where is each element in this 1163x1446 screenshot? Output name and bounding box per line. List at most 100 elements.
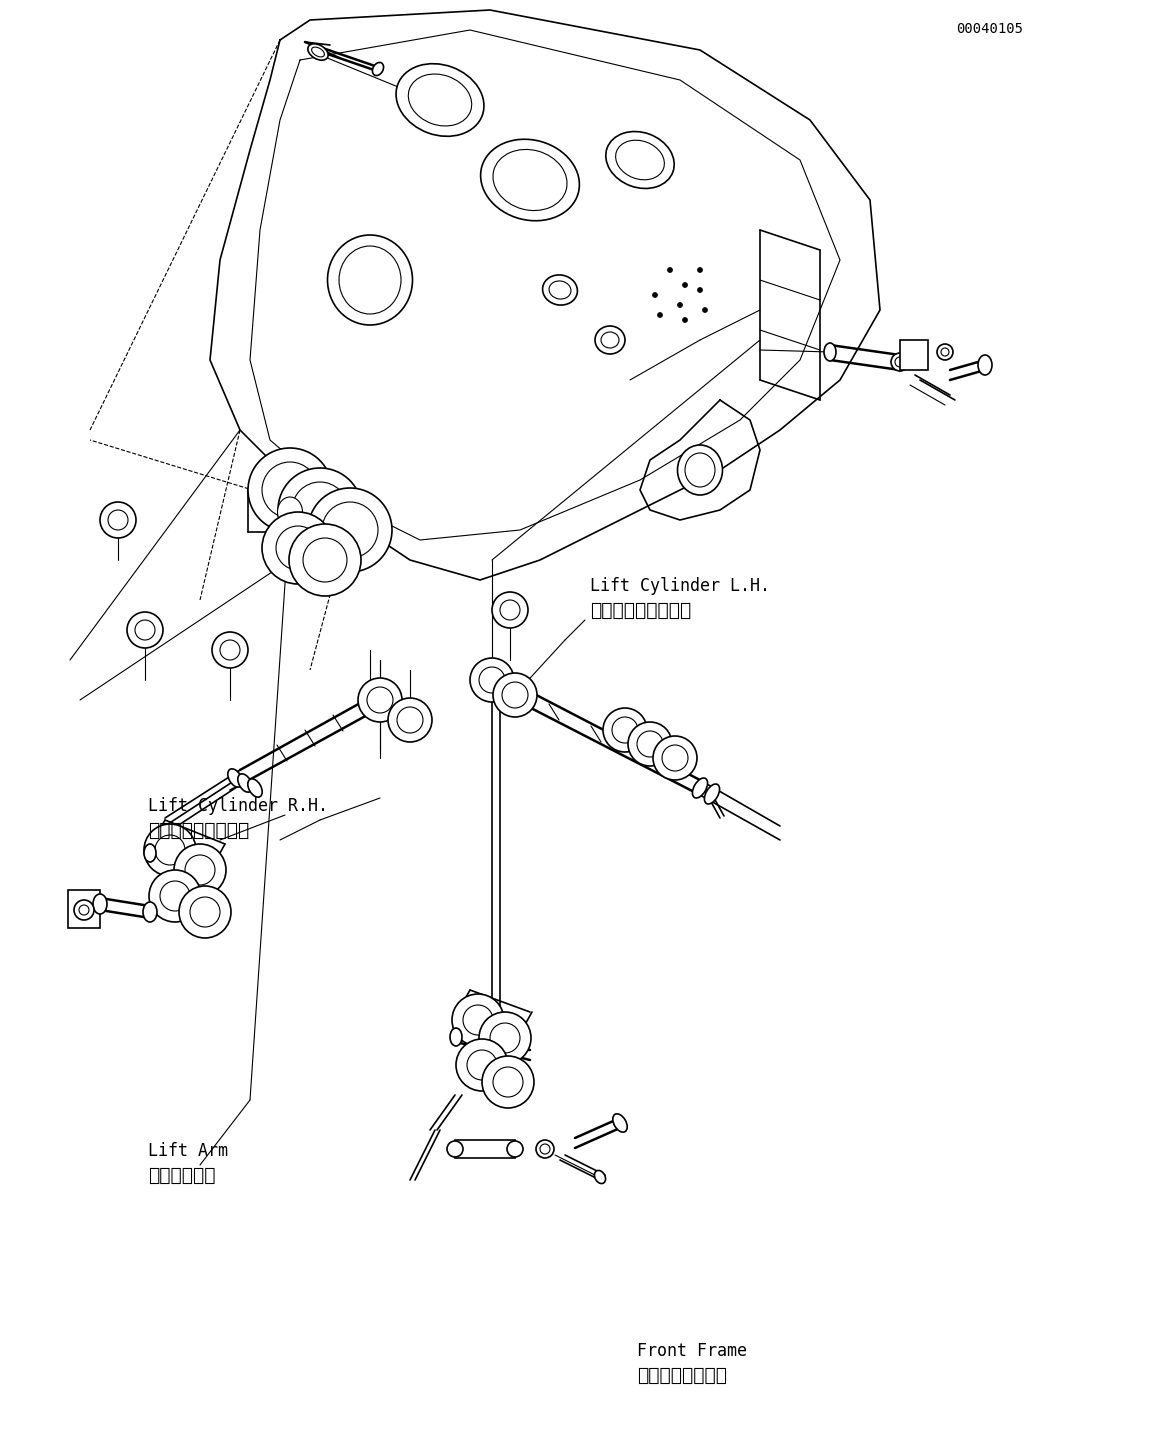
Text: Front Frame: Front Frame [637, 1342, 747, 1361]
Circle shape [174, 844, 226, 897]
Circle shape [304, 538, 347, 581]
Circle shape [276, 526, 320, 570]
Circle shape [308, 487, 392, 573]
Circle shape [502, 683, 528, 709]
Ellipse shape [397, 64, 484, 136]
Circle shape [179, 886, 231, 938]
Ellipse shape [606, 132, 675, 188]
Circle shape [468, 1050, 497, 1080]
Circle shape [144, 824, 197, 876]
Ellipse shape [543, 275, 578, 305]
Ellipse shape [825, 343, 836, 362]
Circle shape [100, 502, 136, 538]
Circle shape [637, 732, 663, 758]
Ellipse shape [493, 149, 568, 211]
Ellipse shape [447, 1141, 463, 1157]
Ellipse shape [937, 344, 952, 360]
Ellipse shape [507, 1141, 523, 1157]
Circle shape [288, 523, 361, 596]
Text: Lift Cylinder L.H.: Lift Cylinder L.H. [590, 577, 770, 594]
Ellipse shape [450, 1028, 462, 1045]
Ellipse shape [372, 62, 384, 75]
Bar [455, 1139, 515, 1158]
Ellipse shape [615, 140, 664, 179]
Circle shape [493, 1067, 523, 1098]
Ellipse shape [144, 844, 156, 862]
Ellipse shape [941, 348, 949, 356]
Ellipse shape [408, 74, 472, 126]
Circle shape [668, 268, 672, 272]
Text: Lift Cylinder R.H.: Lift Cylinder R.H. [148, 797, 328, 816]
Ellipse shape [978, 356, 992, 375]
Circle shape [397, 707, 423, 733]
Circle shape [388, 698, 431, 742]
Circle shape [602, 709, 647, 752]
Circle shape [540, 1144, 550, 1154]
Circle shape [657, 312, 663, 318]
Circle shape [493, 672, 537, 717]
Circle shape [108, 510, 128, 531]
Ellipse shape [685, 453, 715, 487]
Circle shape [698, 268, 702, 272]
Circle shape [368, 687, 393, 713]
Circle shape [652, 736, 697, 779]
Ellipse shape [278, 497, 302, 526]
Circle shape [452, 993, 504, 1045]
Circle shape [463, 1005, 493, 1035]
Ellipse shape [143, 902, 157, 923]
Circle shape [358, 678, 402, 722]
Circle shape [470, 658, 514, 701]
Circle shape [702, 308, 707, 312]
Circle shape [155, 834, 185, 865]
Circle shape [628, 722, 672, 766]
Circle shape [127, 612, 163, 648]
Ellipse shape [896, 357, 905, 367]
Circle shape [500, 600, 520, 620]
Circle shape [79, 905, 90, 915]
Ellipse shape [891, 353, 909, 372]
Ellipse shape [328, 236, 413, 325]
Circle shape [262, 463, 317, 518]
Text: リフトアーム: リフトアーム [148, 1165, 215, 1186]
Circle shape [190, 897, 220, 927]
Circle shape [698, 288, 702, 292]
Circle shape [652, 292, 657, 298]
Circle shape [479, 667, 505, 693]
Ellipse shape [692, 778, 707, 798]
Circle shape [662, 745, 688, 771]
Ellipse shape [480, 139, 579, 221]
Circle shape [149, 870, 201, 923]
Circle shape [278, 469, 362, 552]
Circle shape [212, 632, 248, 668]
Circle shape [292, 482, 348, 538]
Ellipse shape [594, 1170, 606, 1184]
Circle shape [220, 641, 240, 659]
Circle shape [160, 881, 190, 911]
Text: リフトシリンダ　右: リフトシリンダ 右 [148, 821, 249, 840]
Circle shape [490, 1022, 520, 1053]
Circle shape [322, 502, 378, 558]
Ellipse shape [595, 325, 625, 354]
Ellipse shape [549, 281, 571, 299]
Circle shape [74, 899, 94, 920]
Circle shape [248, 448, 331, 532]
Ellipse shape [613, 1113, 627, 1132]
Text: 00040105: 00040105 [956, 22, 1023, 36]
Ellipse shape [308, 43, 328, 61]
Circle shape [456, 1040, 508, 1090]
Circle shape [492, 591, 528, 628]
Ellipse shape [93, 894, 107, 914]
Ellipse shape [678, 445, 722, 495]
Circle shape [683, 318, 687, 322]
Circle shape [683, 282, 687, 288]
Ellipse shape [312, 48, 324, 56]
Ellipse shape [237, 774, 252, 792]
Circle shape [481, 1056, 534, 1108]
Circle shape [479, 1012, 531, 1064]
Circle shape [678, 302, 683, 308]
Ellipse shape [601, 333, 619, 348]
Text: リフトシリンダ　左: リフトシリンダ 左 [590, 602, 691, 620]
Ellipse shape [228, 769, 242, 787]
Ellipse shape [705, 784, 720, 804]
Text: フロントフレーム: フロントフレーム [637, 1366, 727, 1385]
